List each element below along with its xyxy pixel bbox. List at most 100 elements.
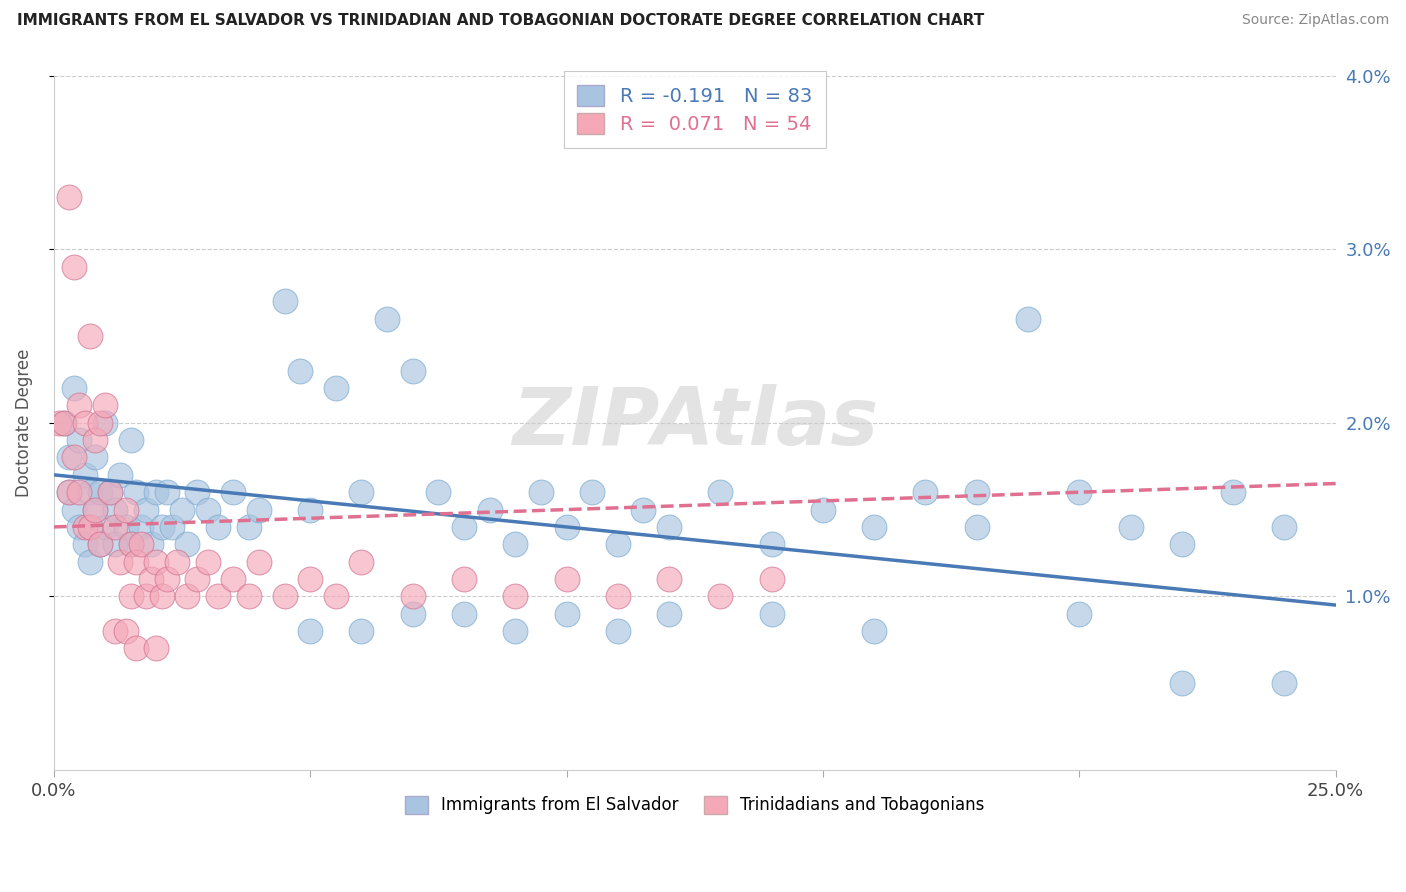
Point (606, 590, 628, 604)
Point (94, 398, 117, 412)
Point (125, 641, 148, 656)
Point (299, 624, 322, 639)
Point (966, 520, 988, 534)
Point (207, 590, 229, 604)
Point (63, 502, 86, 516)
Point (150, 590, 173, 604)
Point (863, 520, 886, 534)
Point (1069, 607, 1091, 621)
Point (658, 607, 681, 621)
Point (222, 485, 245, 500)
Point (98, 485, 121, 500)
Point (141, 537, 163, 551)
Point (73, 467, 96, 482)
Point (503, 537, 526, 551)
Legend: Immigrants from El Salvador, Trinidadians and Tobagonians: Immigrants from El Salvador, Trinidadian… (395, 786, 995, 824)
Point (69, 520, 91, 534)
Point (73, 537, 96, 551)
Point (69, 433, 91, 447)
Point (176, 537, 198, 551)
Point (125, 555, 148, 569)
Point (104, 624, 127, 639)
Point (145, 641, 167, 656)
Point (247, 555, 270, 569)
Point (453, 572, 475, 586)
Point (606, 624, 628, 639)
Point (402, 590, 425, 604)
Point (83, 502, 105, 516)
Point (658, 572, 681, 586)
Point (478, 502, 501, 516)
Point (114, 624, 136, 639)
Point (53, 416, 76, 430)
Point (120, 537, 142, 551)
Point (94, 520, 117, 534)
Point (288, 364, 311, 378)
Point (402, 364, 425, 378)
Point (1171, 537, 1194, 551)
Point (69, 398, 91, 412)
Point (207, 520, 229, 534)
Point (125, 485, 148, 500)
Point (89, 485, 111, 500)
Point (555, 607, 578, 621)
Point (89, 537, 111, 551)
Y-axis label: Doctorate Degree: Doctorate Degree (15, 349, 32, 497)
Point (197, 502, 219, 516)
Point (69, 485, 91, 500)
Point (176, 590, 198, 604)
Point (48, 416, 70, 430)
Point (1171, 676, 1194, 690)
Point (135, 502, 157, 516)
Point (633, 502, 655, 516)
Point (63, 381, 86, 395)
Point (120, 537, 142, 551)
Point (811, 502, 834, 516)
Point (104, 520, 127, 534)
Point (129, 537, 152, 551)
Point (238, 590, 260, 604)
Point (79, 520, 101, 534)
Point (58, 190, 80, 204)
Point (1017, 311, 1039, 326)
Point (1069, 485, 1091, 500)
Point (58, 485, 80, 500)
Point (402, 607, 425, 621)
Point (114, 502, 136, 516)
Point (350, 624, 373, 639)
Point (658, 520, 681, 534)
Point (709, 590, 731, 604)
Point (156, 485, 179, 500)
Point (160, 520, 183, 534)
Point (79, 485, 101, 500)
Point (966, 485, 988, 500)
Point (89, 537, 111, 551)
Point (63, 450, 86, 465)
Point (222, 572, 245, 586)
Text: Source: ZipAtlas.com: Source: ZipAtlas.com (1241, 13, 1389, 28)
Text: ZIPAtlas: ZIPAtlas (512, 384, 877, 462)
Point (325, 590, 347, 604)
Point (273, 590, 295, 604)
Point (145, 485, 167, 500)
Point (299, 502, 322, 516)
Point (375, 311, 398, 326)
Point (453, 607, 475, 621)
Point (709, 485, 731, 500)
Text: IMMIGRANTS FROM EL SALVADOR VS TRINIDADIAN AND TOBAGONIAN DOCTORATE DEGREE CORRE: IMMIGRANTS FROM EL SALVADOR VS TRINIDADI… (17, 13, 984, 29)
Point (83, 433, 105, 447)
Point (170, 502, 193, 516)
Point (299, 572, 322, 586)
Point (104, 537, 127, 551)
Point (73, 416, 96, 430)
Point (863, 624, 886, 639)
Point (120, 590, 142, 604)
Point (83, 502, 105, 516)
Point (166, 555, 188, 569)
Point (73, 520, 96, 534)
Point (1222, 485, 1244, 500)
Point (89, 416, 111, 430)
Point (145, 555, 167, 569)
Point (503, 624, 526, 639)
Point (530, 485, 553, 500)
